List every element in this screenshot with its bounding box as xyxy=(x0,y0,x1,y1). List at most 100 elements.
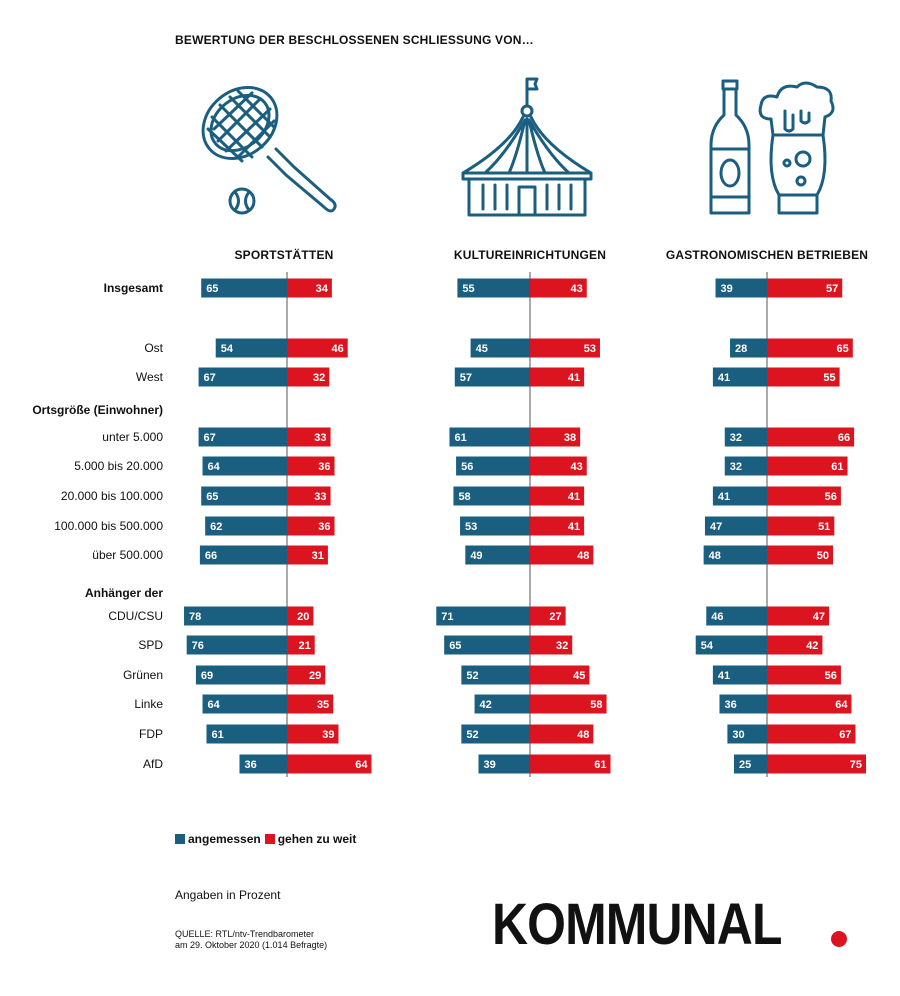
bar-gehen-zu-weit xyxy=(287,278,332,298)
value-label-angemessen: 41 xyxy=(718,491,730,503)
value-label-angemessen: 47 xyxy=(710,521,722,533)
bar-gehen-zu-weit xyxy=(530,456,587,476)
value-label-angemessen: 56 xyxy=(461,461,473,473)
value-label-angemessen: 66 xyxy=(205,550,217,562)
bar-gehen-zu-weit xyxy=(767,278,843,298)
value-label-angemessen: 71 xyxy=(441,611,453,623)
bar-angemessen xyxy=(461,665,530,685)
value-label-angemessen: 78 xyxy=(189,611,201,623)
chart-title: BEWERTUNG DER BESCHLOSSENEN SCHLIESSUNG … xyxy=(175,33,534,47)
bar-angemessen xyxy=(474,694,530,714)
bar-gehen-zu-weit xyxy=(767,694,852,714)
bar-gehen-zu-weit xyxy=(530,694,607,714)
row-label: 20.000 bis 100.000 xyxy=(61,489,163,503)
value-label-angemessen: 76 xyxy=(192,640,204,652)
group-header: Anhänger der xyxy=(85,586,163,600)
value-label-gehen-zu-weit: 58 xyxy=(590,699,602,711)
bar-gehen-zu-weit xyxy=(530,545,594,565)
bar-angemessen xyxy=(727,724,767,744)
value-label-gehen-zu-weit: 35 xyxy=(317,699,329,711)
value-label-angemessen: 30 xyxy=(732,729,744,741)
unit-note: Angaben in Prozent xyxy=(175,888,281,902)
value-label-angemessen: 65 xyxy=(449,640,461,652)
value-label-gehen-zu-weit: 34 xyxy=(316,283,329,295)
value-label-angemessen: 67 xyxy=(204,372,216,384)
bar-gehen-zu-weit xyxy=(767,456,848,476)
bar-gehen-zu-weit xyxy=(530,516,585,536)
bar-gehen-zu-weit xyxy=(767,516,835,536)
bar-gehen-zu-weit xyxy=(530,606,566,626)
value-label-angemessen: 28 xyxy=(735,343,747,355)
value-label-gehen-zu-weit: 66 xyxy=(838,432,850,444)
value-label-angemessen: 57 xyxy=(460,372,472,384)
bar-angemessen xyxy=(712,665,767,685)
bar-gehen-zu-weit xyxy=(287,665,326,685)
row-label: 5.000 bis 20.000 xyxy=(74,459,163,473)
bar-gehen-zu-weit xyxy=(767,635,823,655)
value-label-gehen-zu-weit: 56 xyxy=(825,670,837,682)
bar-angemessen xyxy=(734,754,767,774)
value-label-gehen-zu-weit: 41 xyxy=(568,521,580,533)
bar-gehen-zu-weit xyxy=(530,724,594,744)
bar-angemessen xyxy=(456,456,530,476)
bar-gehen-zu-weit xyxy=(287,724,339,744)
value-label-gehen-zu-weit: 67 xyxy=(839,729,851,741)
bar-gehen-zu-weit xyxy=(530,635,573,655)
value-label-gehen-zu-weit: 21 xyxy=(298,640,310,652)
bar-angemessen xyxy=(199,545,287,565)
bar-gehen-zu-weit xyxy=(287,516,335,536)
legend-label-angemessen: angemessen xyxy=(188,832,261,846)
value-label-angemessen: 36 xyxy=(244,759,256,771)
value-label-angemessen: 67 xyxy=(204,432,216,444)
value-label-angemessen: 42 xyxy=(480,699,492,711)
bar-angemessen xyxy=(198,427,287,447)
value-label-angemessen: 25 xyxy=(739,759,751,771)
bar-angemessen xyxy=(184,606,287,626)
value-label-angemessen: 39 xyxy=(721,283,733,295)
legend-item-gehen-zu-weit: gehen zu weit xyxy=(264,832,356,846)
value-label-angemessen: 48 xyxy=(709,550,721,562)
bar-gehen-zu-weit xyxy=(287,486,331,506)
value-label-angemessen: 41 xyxy=(718,670,730,682)
value-label-angemessen: 41 xyxy=(718,372,730,384)
value-label-gehen-zu-weit: 46 xyxy=(331,343,343,355)
bar-gehen-zu-weit xyxy=(287,754,372,774)
bar-angemessen xyxy=(457,278,530,298)
value-label-gehen-zu-weit: 38 xyxy=(564,432,576,444)
value-label-gehen-zu-weit: 61 xyxy=(831,461,843,473)
bar-gehen-zu-weit xyxy=(530,427,581,447)
value-label-gehen-zu-weit: 27 xyxy=(549,611,561,623)
row-label: 100.000 bis 500.000 xyxy=(54,519,163,533)
bar-gehen-zu-weit xyxy=(530,665,590,685)
row-label: AfD xyxy=(143,757,163,771)
value-label-gehen-zu-weit: 48 xyxy=(577,729,589,741)
value-label-angemessen: 65 xyxy=(206,283,218,295)
beer-bottle-glass-icon xyxy=(709,79,835,215)
value-label-angemessen: 45 xyxy=(476,343,488,355)
value-label-gehen-zu-weit: 29 xyxy=(309,670,321,682)
bar-gehen-zu-weit xyxy=(287,606,314,626)
bar-angemessen xyxy=(703,545,767,565)
value-label-gehen-zu-weit: 64 xyxy=(355,759,368,771)
column-title-sportstaetten: SPORTSTÄTTEN xyxy=(234,248,334,262)
legend-swatch-angemessen xyxy=(175,834,185,844)
bar-gehen-zu-weit xyxy=(767,545,833,565)
value-label-angemessen: 32 xyxy=(730,461,742,473)
value-label-gehen-zu-weit: 33 xyxy=(314,432,326,444)
bar-angemessen xyxy=(719,694,767,714)
kommunal-logo-dot xyxy=(831,931,847,947)
value-label-gehen-zu-weit: 41 xyxy=(568,491,580,503)
bar-gehen-zu-weit xyxy=(767,724,856,744)
bar-gehen-zu-weit xyxy=(530,338,600,358)
row-label: unter 5.000 xyxy=(102,430,163,444)
value-label-gehen-zu-weit: 55 xyxy=(823,372,835,384)
bar-gehen-zu-weit xyxy=(530,754,611,774)
source-note: QUELLE: RTL/ntv-Trendbarometer am 29. Ok… xyxy=(175,929,327,951)
bar-angemessen xyxy=(202,694,287,714)
row-label: Linke xyxy=(134,697,163,711)
value-label-angemessen: 61 xyxy=(454,432,466,444)
value-label-gehen-zu-weit: 32 xyxy=(313,372,325,384)
value-label-gehen-zu-weit: 43 xyxy=(571,461,583,473)
value-label-gehen-zu-weit: 53 xyxy=(584,343,596,355)
value-label-gehen-zu-weit: 47 xyxy=(813,611,825,623)
